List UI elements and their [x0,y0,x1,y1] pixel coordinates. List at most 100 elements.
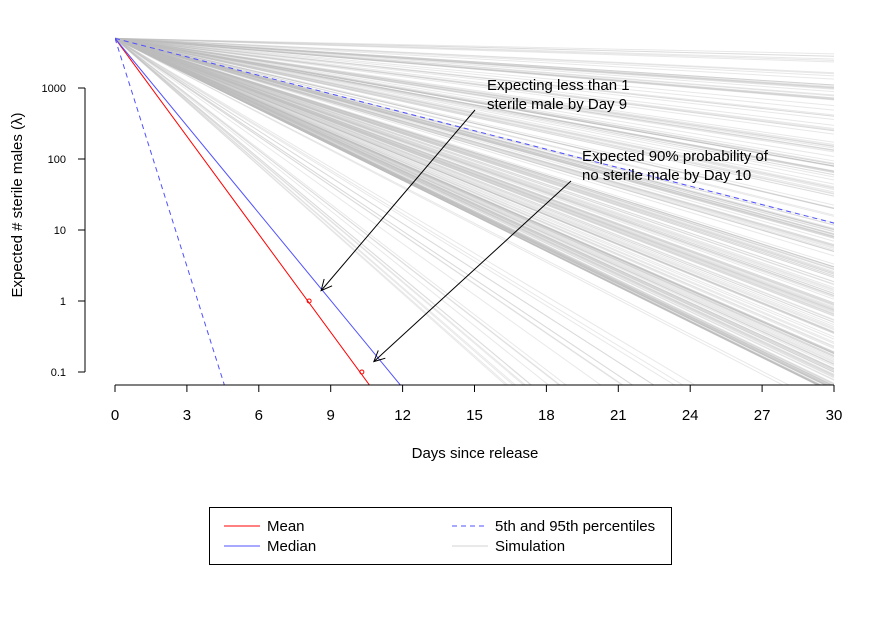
annotation-arrowhead [320,278,333,292]
simulation-line [115,37,835,277]
simulation-line [115,37,835,257]
simulation-line [115,37,819,385]
simulation-line [115,37,835,152]
simulation-line [115,37,835,315]
simulation-line [115,37,835,311]
x-tick-label: 15 [466,407,483,424]
simulation-line [115,37,835,193]
simulation-line [115,37,835,376]
simulation-line [115,37,835,172]
simulation-line [115,37,835,181]
simulation-line [115,37,835,296]
simulation-line [115,37,835,283]
x-axis-label: Days since release [412,445,539,462]
simulation-line [115,37,822,385]
simulation-line [115,37,822,385]
simulation-line [115,37,835,370]
simulation-line [115,37,832,385]
simulation-line [115,37,835,343]
simulation-line [115,37,835,340]
x-tick-label: 6 [255,407,263,424]
simulation-line [115,37,654,385]
simulation-line [115,37,835,279]
simulation-line [115,37,835,290]
simulation-line [115,37,835,381]
simulation-line [115,37,820,385]
simulation-line [115,37,834,385]
simulation-line [115,37,835,313]
simulation-line [115,37,835,100]
simulation-line [115,37,835,143]
simulation-line [115,37,835,309]
mean-point-1 [306,298,312,304]
simulation-line [115,37,532,385]
simulation-line [115,37,835,117]
annotation-text: no sterile male by Day 10 [582,167,751,184]
simulation-line [115,37,835,348]
percentile-line-2 [115,37,835,224]
simulation-line [115,37,835,226]
simulation-line [115,37,835,173]
simulation-line [115,37,524,385]
x-tick-label: 30 [826,407,843,424]
simulation-line [115,37,835,328]
simulation-line [115,37,821,385]
axes: 0 3 6 9 12 15 18 21 24 27 30 0.1 1 10 100 1000 [42,83,843,424]
simulation-line [115,37,835,317]
simulation-line [115,37,835,151]
simulation-line [115,37,835,333]
simulation-line [115,37,835,354]
simulation-line [115,37,835,286]
simulation-line [115,37,835,274]
x-tick-label: 27 [754,407,771,424]
simulation-line [115,37,561,385]
simulation-line [115,37,675,385]
simulation-line [115,37,835,162]
simulation-line [115,37,835,317]
simulation-line [115,37,835,93]
annotation-text: sterile male by Day 9 [487,96,627,113]
simulation-line [115,37,835,370]
simulation-lines [115,37,835,385]
y-tick-label: 10 [54,225,66,237]
simulation-line [115,37,633,385]
simulation-line [115,37,835,107]
simulation-line [115,37,835,376]
simulation-line [115,37,835,377]
simulation-line [115,37,835,75]
simulation-line [115,37,835,363]
legend-label-mean: Mean [267,518,305,535]
simulation-line [115,37,835,248]
simulation-line [115,37,835,189]
y-tick-label: 0.1 [51,367,66,379]
mean-point-2 [359,369,365,375]
simulation-line [115,37,835,275]
x-tick-label: 0 [111,407,119,424]
simulation-line [115,37,835,333]
simulation-line [115,37,835,294]
simulation-line [115,37,835,362]
legend-label-median: Median [267,538,316,555]
simulation-line [115,37,835,197]
simulation-line [115,37,835,99]
annotations: Expecting less than 1 sterile male by Day… [320,77,769,363]
simulation-line [115,37,835,370]
simulation-line [115,37,835,384]
simulation-line [115,37,835,191]
simulation-line [115,37,835,354]
simulation-line [115,37,835,242]
simulation-line [115,37,835,347]
simulation-line [115,37,835,365]
simulation-line [115,37,835,231]
simulation-line [115,37,835,274]
simulation-line [115,37,835,367]
simulation-line [115,37,835,355]
simulation-line [115,37,835,381]
x-tick-label: 24 [682,407,699,424]
simulation-line [115,37,835,354]
simulation-line [115,37,835,353]
simulation-line [115,37,835,289]
simulation-line [115,37,820,385]
simulation-line [115,37,835,206]
x-tick-label: 21 [610,407,627,424]
